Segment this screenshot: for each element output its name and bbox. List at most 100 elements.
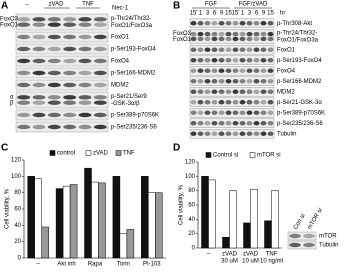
x-tick-note: 10 uM — [242, 259, 259, 265]
blot-band — [63, 100, 77, 105]
x-tick-label: zVAD — [243, 252, 259, 258]
row-label: MDM2 — [277, 89, 295, 95]
legend-swatch — [49, 150, 56, 156]
blot-band — [211, 21, 218, 26]
blot-band — [78, 17, 92, 22]
row-label: Tubulin — [277, 131, 296, 137]
blot-band — [93, 100, 107, 105]
blot-band — [78, 70, 92, 76]
legend-label: Control si — [213, 153, 238, 159]
blot-band — [253, 68, 260, 73]
blot-band — [17, 124, 31, 130]
blot-band — [267, 68, 274, 73]
blot-band — [204, 47, 211, 52]
bar — [271, 190, 279, 249]
blot-band — [47, 22, 61, 27]
blot-band — [32, 34, 46, 40]
blot-band — [225, 100, 232, 105]
bar — [69, 184, 78, 259]
blot — [287, 231, 317, 241]
blot-band — [93, 95, 107, 100]
blot-band — [225, 68, 232, 73]
blot-band — [32, 58, 46, 64]
y-tick-label: 60 — [188, 203, 195, 209]
blot-band — [197, 89, 204, 94]
blot-band — [211, 36, 218, 42]
blot-band — [218, 131, 225, 136]
blot-band — [32, 46, 46, 52]
blot-band — [204, 58, 211, 63]
row-label: -GSK-3α/β — [111, 101, 140, 107]
blot-band — [32, 124, 46, 130]
y-tick-label: 120 — [185, 160, 196, 166]
blot-band — [267, 36, 274, 42]
blot-band — [246, 31, 253, 37]
blot-band — [190, 36, 197, 42]
blot-band — [204, 68, 211, 73]
blot-band — [204, 79, 211, 84]
time-label: 15 — [225, 11, 232, 17]
blot-band — [17, 70, 31, 76]
blot-band — [239, 89, 246, 94]
blot-band — [246, 79, 253, 84]
x-tick-note: 10 ng/ml — [260, 259, 283, 265]
y-tick-label: 0 — [192, 246, 196, 252]
y-tick-label: 40 — [14, 223, 21, 229]
blot-band — [93, 82, 107, 88]
blot-band — [47, 58, 61, 64]
blot-band — [32, 100, 46, 105]
blot-band — [225, 121, 232, 126]
blot-band — [267, 131, 274, 136]
blot-band — [253, 21, 260, 26]
blot — [189, 66, 275, 76]
left-label: FoxO1 — [173, 37, 192, 43]
blot-band — [260, 58, 267, 63]
legend-label: mTOR si — [257, 153, 281, 159]
blot-band — [303, 242, 315, 248]
blot-band — [17, 17, 31, 22]
time-unit: hr — [280, 11, 285, 17]
blot-band — [47, 100, 61, 105]
row-label: FoxO1 — [277, 47, 296, 53]
blot-band — [190, 31, 197, 37]
blot — [189, 45, 275, 55]
y-tick-label: 0 — [18, 256, 22, 262]
row-label: p-Ser166-MDM2 — [277, 79, 322, 85]
blot-band — [232, 131, 239, 136]
blot-band — [93, 46, 107, 52]
blot-band — [204, 131, 211, 136]
bar — [243, 222, 251, 249]
bar — [222, 237, 230, 249]
blot — [15, 79, 109, 91]
blot-band — [239, 36, 246, 42]
blot-band — [32, 70, 46, 76]
row-label: p-Thr308-Akt — [277, 21, 312, 27]
inset-row-label: Tubulin — [319, 243, 338, 249]
blot-band — [190, 100, 197, 105]
blot-band — [197, 131, 204, 136]
blot-band — [17, 112, 31, 118]
blot — [287, 240, 317, 250]
inset-column-label: Con si — [293, 213, 307, 231]
legend-label: zVAD — [93, 151, 109, 157]
blot-band — [246, 121, 253, 126]
blot-band — [47, 95, 61, 100]
blot-band — [204, 21, 211, 26]
blot-band — [246, 58, 253, 63]
blot-band — [78, 124, 92, 130]
blot-band — [246, 110, 253, 115]
blot-band — [17, 58, 31, 64]
blot-band — [204, 89, 211, 94]
row-label: p-Ser21/Ser9 — [111, 94, 147, 100]
blot-band — [232, 79, 239, 84]
blot — [189, 108, 275, 118]
blot-band — [246, 36, 253, 42]
blot-band — [246, 131, 253, 136]
blot-band — [225, 36, 232, 42]
bar — [27, 176, 35, 259]
blot-band — [32, 95, 46, 100]
blot-band — [78, 112, 92, 118]
blot-band — [225, 89, 232, 94]
blot-band — [78, 34, 92, 40]
blot-band — [225, 79, 232, 84]
